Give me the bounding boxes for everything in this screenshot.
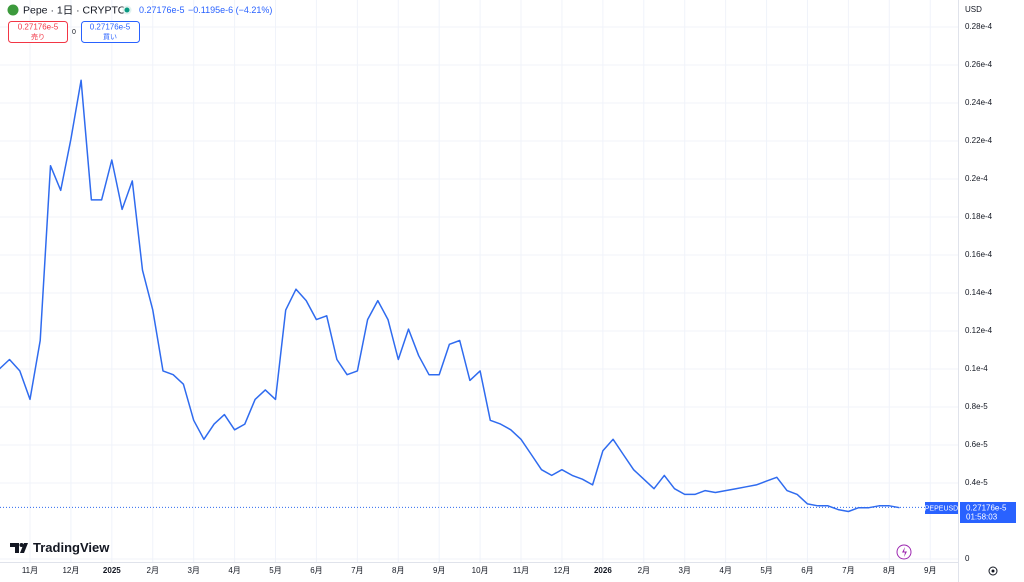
x-tick-label: 3月 (187, 566, 199, 575)
logo-icon[interactable] (10, 543, 28, 553)
y-tick-label: 0.2e-4 (965, 174, 988, 183)
sell-price[interactable]: 0.27176e-5 (18, 23, 59, 32)
price-label-box (960, 502, 1016, 523)
x-tick-label: 4月 (719, 566, 731, 575)
countdown: 01:58:03 (966, 513, 998, 522)
y-tick-label: 0.6e-5 (965, 440, 988, 449)
logo-dot[interactable] (19, 543, 24, 547)
price-line (0, 79, 900, 513)
y-tick-label: 0.14e-4 (965, 288, 993, 297)
x-tick-label: 9月 (924, 566, 936, 575)
y-tick-label: 0.12e-4 (965, 326, 993, 335)
y-tick-label: 0 (965, 554, 970, 563)
x-tick-label: 12月 (553, 566, 570, 575)
settings-icon[interactable] (988, 566, 998, 576)
buy-box[interactable] (81, 21, 140, 43)
y-tick-label: 0.4e-5 (965, 478, 988, 487)
y-tick-label: 0.28e-4 (965, 22, 993, 31)
y-tick-label: 0.24e-4 (965, 98, 993, 107)
x-tick-label: 8月 (883, 566, 895, 575)
x-tick-label: 7月 (351, 566, 363, 575)
y-tick-label: 0.18e-4 (965, 212, 993, 221)
sell-label[interactable]: 売り (31, 32, 45, 41)
price-change: −0.1195e-6 (−4.21%) (188, 5, 272, 15)
last-price: 0.27176e-5 (139, 5, 185, 15)
x-tick-label: 8月 (392, 566, 404, 575)
x-tick-label: 2月 (147, 566, 159, 575)
y-tick-label: 0.22e-4 (965, 136, 993, 145)
x-tick-label: 2025 (103, 566, 121, 575)
currency[interactable]: USD (965, 5, 982, 14)
x-tick-label: 7月 (842, 566, 854, 575)
x-tick-label: 5月 (760, 566, 772, 575)
x-tick-label: 11月 (22, 566, 38, 575)
x-tick-label: 10月 (472, 566, 489, 575)
symbol-label-box (925, 502, 958, 514)
x-tick-label: 3月 (678, 566, 690, 575)
x-tick-label: 4月 (228, 566, 240, 575)
x-tick-label: 11月 (513, 566, 529, 575)
x-tick-label: 12月 (62, 566, 79, 575)
buy-label[interactable]: 買い (103, 33, 117, 41)
logo[interactable]: TradingView (10, 540, 110, 555)
y-tick-label: 0.8e-5 (965, 402, 988, 411)
sell-button[interactable]: 0.27176e-5 売り (8, 21, 68, 43)
x-tick-label: 2026 (594, 566, 612, 575)
y-tick-label: 0.1e-4 (965, 364, 988, 373)
chart-title: Pepe · 1日 · CRYPTO (23, 4, 126, 16)
x-tick-label: 6月 (310, 566, 322, 575)
price-label: 0.27176e-5 (966, 504, 1007, 513)
spread: 0 (72, 29, 76, 36)
grid (0, 0, 958, 562)
marks (0, 79, 958, 513)
y-tick-label: 0.26e-4 (965, 60, 993, 69)
x-tick-label: 6月 (801, 566, 813, 575)
x-tick-label: 5月 (269, 566, 281, 575)
buy-button[interactable]: 0.27176e-5 買い (81, 21, 140, 43)
x-tick-label: 9月 (433, 566, 445, 575)
status-dot (124, 7, 130, 13)
symbol-icon (7, 4, 19, 16)
y-tick-label: 0.16e-4 (965, 250, 993, 259)
alert-bolt[interactable] (902, 547, 907, 557)
x-tick-label: 2月 (638, 566, 650, 575)
settings-dot[interactable] (991, 569, 995, 573)
buy-price[interactable]: 0.27176e-5 (90, 23, 131, 32)
symbol-label: PEPEUSD (925, 505, 958, 512)
logo-text[interactable]: TradingView (33, 540, 110, 555)
sell-box[interactable] (8, 21, 68, 43)
